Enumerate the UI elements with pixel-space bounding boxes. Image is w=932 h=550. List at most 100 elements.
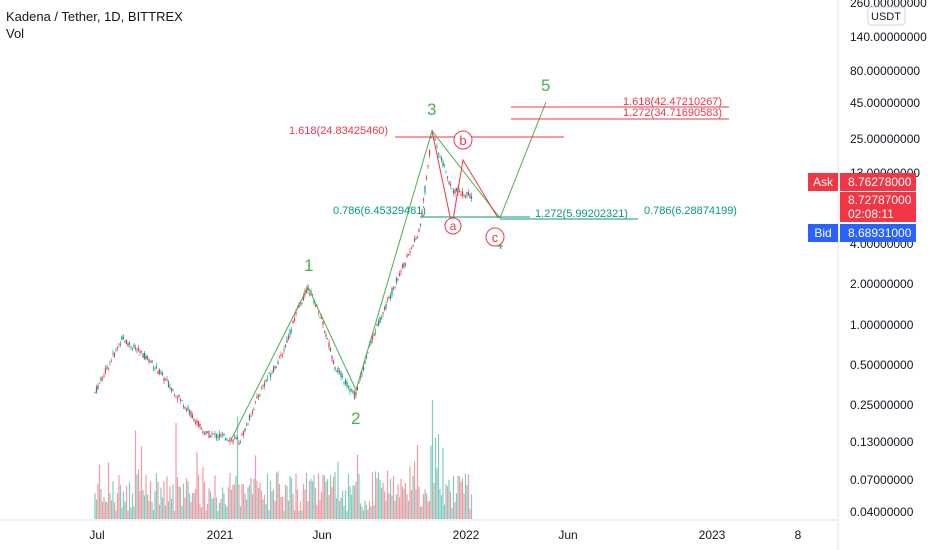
candle-body <box>461 191 464 196</box>
volume-bar <box>206 503 209 519</box>
candle-body <box>380 317 383 320</box>
price-axis-ticks: 260.00000000 140.00000000 80.00000000 45.00… <box>850 0 927 519</box>
wave-impulse-line <box>231 101 547 439</box>
candle-body <box>250 416 252 418</box>
candle-body <box>422 198 425 201</box>
candle-body <box>278 355 281 357</box>
volume-indicator-label[interactable]: Vol <box>6 26 25 41</box>
candle-body <box>217 437 219 439</box>
currency-button[interactable]: USDT <box>867 6 906 26</box>
candle-body <box>413 238 416 243</box>
volume-bar <box>421 506 423 519</box>
volume-bar <box>107 462 110 519</box>
candle-body <box>115 348 117 350</box>
volume-bar <box>151 502 153 519</box>
candle-body <box>266 378 269 380</box>
volume-bar <box>208 488 210 519</box>
candle-body <box>173 394 176 396</box>
candle-body <box>163 377 165 382</box>
candle-body <box>136 350 138 351</box>
candle-body <box>346 382 348 387</box>
wave-label-3: 3 <box>427 100 436 119</box>
fib-label-1618-low: 1.618(24.83425460) <box>289 125 388 137</box>
volume-bar <box>190 502 192 519</box>
candle-body <box>146 356 149 360</box>
volume-bar <box>377 472 380 519</box>
volume-bar <box>136 474 138 519</box>
candle-body <box>238 442 240 445</box>
volume-bar <box>193 492 195 519</box>
candle-body <box>242 431 245 436</box>
candle-body <box>334 367 336 370</box>
volume-bar <box>134 430 137 519</box>
candle-body <box>350 388 353 390</box>
volume-bar <box>386 470 389 519</box>
volume-bar <box>457 475 459 519</box>
candle-body <box>286 339 288 343</box>
fib-label-1272-low: 1.272(5.99202321) <box>535 208 628 220</box>
volume-bar <box>161 497 164 519</box>
candle-body <box>331 355 333 360</box>
candle-body <box>214 433 216 435</box>
volume-bar <box>431 400 434 519</box>
svg-text:Bid: Bid <box>814 226 831 240</box>
candle-body <box>101 378 104 380</box>
candle-body <box>371 335 374 341</box>
volume-bar <box>292 493 294 519</box>
volume-bar <box>433 483 435 519</box>
volume-bar <box>242 484 245 519</box>
volume-bar <box>383 491 386 519</box>
candle-body <box>382 312 384 314</box>
candle-body <box>283 349 285 351</box>
candle-body <box>202 431 204 434</box>
candle-body <box>469 194 471 198</box>
candle-body <box>257 395 260 397</box>
volume-bar <box>232 484 234 519</box>
volume-bar <box>155 473 158 519</box>
fib-label-1272-high: 1.272(34.71690583) <box>623 107 722 119</box>
volume-bar <box>376 478 378 519</box>
volume-bar <box>403 488 405 519</box>
symbol-title[interactable]: Kadena / Tether, 1D, BITTREX <box>6 9 183 24</box>
candle-body <box>367 352 369 354</box>
volume-bar <box>194 489 197 519</box>
volume-bar <box>121 507 123 519</box>
volume-bar <box>157 482 159 519</box>
volume-bar <box>352 485 354 519</box>
candle-body <box>154 367 156 369</box>
candle-body <box>220 435 222 437</box>
candle-body <box>245 424 248 426</box>
candle-body <box>344 379 347 384</box>
volume-bar <box>158 504 161 519</box>
candle-body <box>356 386 359 391</box>
candle-body <box>121 335 123 341</box>
volume-bar <box>128 482 131 519</box>
volume-bar <box>443 504 446 519</box>
candle-body <box>442 161 444 167</box>
volume-bar <box>398 496 401 519</box>
price-tick-label: 0.25000000 <box>850 398 914 412</box>
svg-text:Ask: Ask <box>813 175 834 189</box>
volume-bar <box>182 483 185 519</box>
volume-bar <box>362 510 365 519</box>
time-axis-ticks: Jul 2021 Jun 2022 Jun 2023 8 <box>89 528 801 542</box>
candle-body <box>113 352 116 357</box>
candle-body <box>308 293 311 295</box>
candle-body <box>145 356 147 360</box>
candle-body <box>440 157 443 161</box>
volume-bar <box>445 484 447 519</box>
candle-body <box>329 348 332 352</box>
candle-body <box>140 350 143 353</box>
candle-body <box>158 369 161 375</box>
candle-body <box>199 423 201 428</box>
volume-bar <box>122 491 125 519</box>
candle-body <box>340 371 342 378</box>
volume-bar <box>430 445 432 519</box>
candle-body <box>437 153 440 155</box>
volume-bar <box>272 489 275 519</box>
volume-bar <box>214 475 216 519</box>
volume-bar <box>338 501 341 519</box>
candle-body <box>160 372 162 374</box>
volume-bar <box>188 493 191 519</box>
